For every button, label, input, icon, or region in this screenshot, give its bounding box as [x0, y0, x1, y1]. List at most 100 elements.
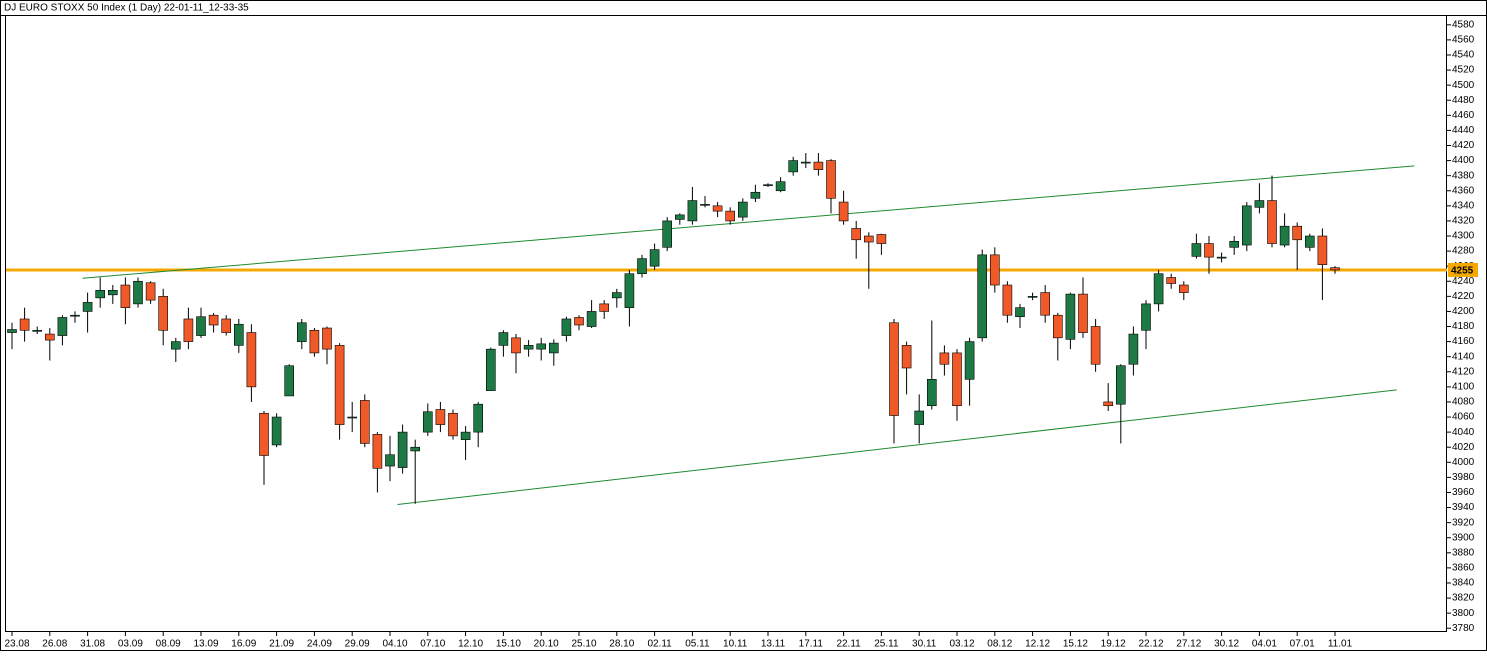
frame: [0, 0, 1487, 651]
candle-body: [611, 292, 622, 299]
candle-body: [82, 302, 93, 312]
candle-body: [876, 234, 887, 244]
x-tick-label: 11.01: [1328, 639, 1353, 650]
candle-body: [120, 284, 131, 308]
candle-body: [32, 329, 43, 332]
y-tick-label: 4120: [1452, 366, 1475, 377]
candle-body: [1002, 284, 1013, 316]
y-tick-label: 4000: [1452, 457, 1475, 468]
candle-body: [108, 290, 118, 296]
x-tick-label: 08.09: [156, 639, 181, 650]
candle-body: [1053, 314, 1063, 339]
y-tick-label: 4580: [1452, 19, 1475, 30]
y-tick-label: 3940: [1452, 502, 1475, 513]
candle-body: [171, 341, 181, 350]
candle-body: [813, 161, 824, 170]
y-tick-label: 3880: [1452, 547, 1475, 558]
x-tick-label: 12.10: [458, 639, 483, 650]
candle-body: [259, 412, 269, 456]
y-tick-label: 4400: [1452, 155, 1475, 166]
candle-body: [1090, 326, 1101, 365]
candle-body: [851, 228, 862, 241]
y-tick-label: 3820: [1452, 593, 1475, 604]
x-tick-label: 16.09: [231, 639, 256, 650]
x-tick-label: 15.12: [1063, 639, 1088, 650]
candle-body: [246, 332, 257, 388]
y-tick-label: 3920: [1452, 517, 1475, 528]
y-tick-label: 4560: [1452, 35, 1475, 46]
y-tick-label: 4520: [1452, 65, 1475, 76]
x-tick-label: 08.12: [987, 639, 1012, 650]
x-tick-label: 28.10: [609, 639, 634, 650]
candle-body: [599, 303, 610, 312]
candle-body: [221, 318, 231, 333]
candle-body: [271, 416, 282, 446]
candle-body: [1116, 365, 1126, 405]
y-tick-label: 4280: [1452, 246, 1475, 257]
candle-body: [1254, 200, 1265, 208]
y-tick-label: 4500: [1452, 80, 1475, 91]
candle-body: [95, 290, 105, 299]
chart-title: DJ EURO STOXX 50 Index (1 Day) 22-01-11_…: [4, 3, 249, 14]
candle-body: [1141, 303, 1151, 331]
candle-body: [234, 323, 244, 346]
candle-body: [1015, 307, 1025, 318]
candle-body: [788, 160, 799, 173]
candle-body: [422, 411, 433, 433]
candle-body: [637, 258, 647, 275]
candle-body: [674, 214, 685, 220]
candle-body: [800, 161, 811, 164]
y-tick-label: 4100: [1452, 382, 1475, 393]
candle-body: [397, 431, 408, 468]
candle-body: [322, 327, 332, 350]
y-tick-label: 4040: [1452, 427, 1475, 438]
candle-body: [700, 204, 710, 206]
candle-body: [498, 332, 509, 346]
candle-body: [1153, 273, 1164, 305]
candle-body: [838, 201, 849, 222]
x-tick-label: 17.11: [799, 639, 824, 650]
candle-body: [284, 365, 295, 397]
x-tick-label: 12.12: [1025, 639, 1050, 650]
candle-body: [989, 254, 1000, 286]
candle-body: [1040, 292, 1050, 316]
y-tick-label: 4540: [1452, 50, 1475, 61]
candle-body: [1204, 243, 1214, 258]
x-tick-label: 20.10: [534, 639, 559, 650]
candle-body: [624, 273, 635, 308]
y-tick-label: 4420: [1452, 140, 1475, 151]
x-tick-label: 04.01: [1252, 639, 1277, 650]
x-tick-label: 22.12: [1138, 639, 1163, 650]
y-tick-label: 4300: [1452, 231, 1475, 242]
candle-body: [1078, 293, 1088, 333]
y-tick-label: 3800: [1452, 608, 1475, 619]
candle-body: [410, 446, 421, 452]
candle-body: [826, 160, 836, 199]
candle-body: [1027, 296, 1038, 298]
candle-body: [183, 318, 194, 342]
candle-body: [561, 318, 572, 336]
candle-body: [1292, 225, 1302, 241]
candle-body: [737, 201, 748, 218]
candle-body: [914, 410, 925, 425]
x-tick-label: 02.11: [647, 639, 672, 650]
candle-body: [1267, 200, 1277, 244]
x-tick-label: 13.11: [761, 639, 786, 650]
y-tick-label: 4220: [1452, 291, 1475, 302]
x-tick-label: 07.01: [1290, 639, 1315, 650]
candle-body: [1229, 240, 1239, 248]
candle-body: [296, 322, 307, 342]
candle-body: [939, 352, 950, 365]
x-tick-label: 13.09: [193, 639, 218, 650]
candle-body: [133, 280, 143, 305]
candle-body: [775, 181, 786, 192]
candle-body: [863, 235, 874, 243]
x-tick-label: 21.09: [269, 639, 294, 650]
y-tick-label: 3960: [1452, 487, 1475, 498]
candle-body: [511, 337, 521, 354]
candle-body: [712, 205, 723, 212]
y-tick-label: 4340: [1452, 200, 1475, 211]
candle-body: [334, 345, 345, 425]
candle-body: [359, 400, 370, 444]
